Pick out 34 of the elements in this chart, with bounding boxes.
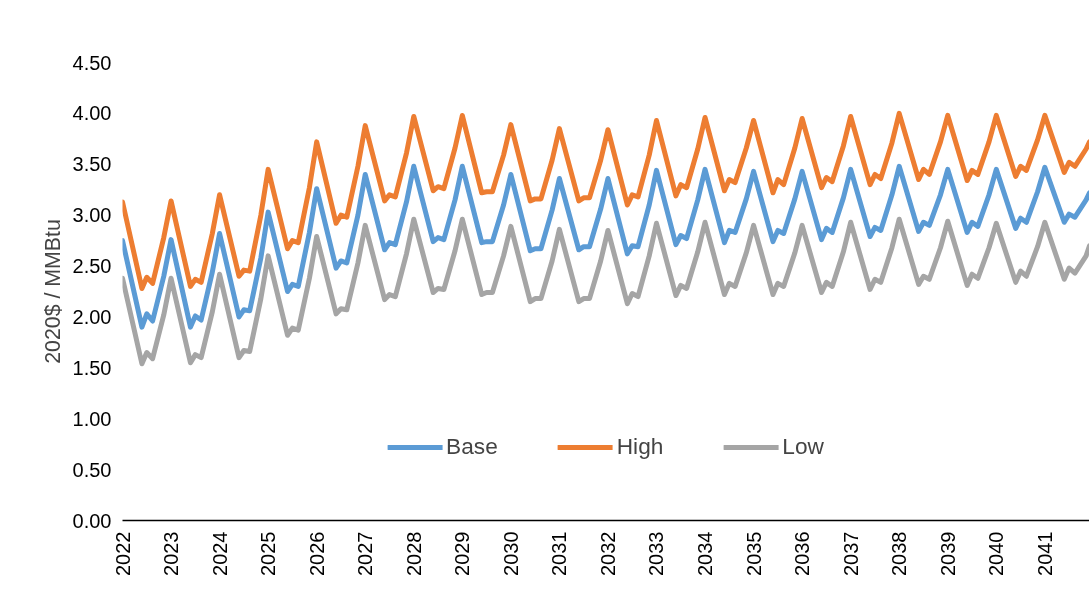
y-tick-label: 4.50 [72, 51, 112, 74]
y-tick-label: 3.50 [72, 153, 112, 176]
x-tick-label: 2041 [1033, 531, 1056, 576]
x-tick-label: 2034 [694, 531, 717, 576]
y-tick-label: 2.50 [72, 255, 112, 278]
y-tick-label: 1.00 [72, 407, 112, 430]
y-axis-title: 2020$ / MMBtu [40, 219, 65, 364]
x-tick-label: 2036 [791, 531, 814, 576]
y-tick-label: 0.00 [72, 509, 112, 532]
x-tick-label: 2033 [645, 531, 668, 576]
x-tick-label: 2023 [160, 531, 183, 576]
x-tick-label: 2035 [742, 531, 765, 576]
x-tick-label: 2022 [111, 531, 134, 576]
x-tick-label: 2032 [596, 531, 619, 576]
y-tick-label: 3.00 [72, 204, 112, 227]
x-tick-label: 2028 [402, 531, 425, 576]
legend-label: Low [782, 433, 824, 460]
x-tick-label: 2026 [305, 531, 328, 576]
y-tick-label: 4.00 [72, 102, 112, 125]
legend-label: Base [446, 433, 498, 460]
y-tick-label: 2.00 [72, 305, 112, 328]
x-tick-label: 2031 [548, 531, 571, 576]
x-tick-label: 2029 [451, 531, 474, 576]
legend-label: High [616, 433, 664, 460]
y-tick-label: 1.50 [72, 356, 112, 379]
x-tick-label: 2038 [888, 531, 911, 576]
y-tick-label: 0.50 [72, 458, 112, 481]
x-tick-label: 2025 [257, 531, 280, 576]
x-tick-label: 2037 [839, 531, 862, 576]
x-tick-label: 2027 [354, 531, 377, 576]
x-tick-label: 2024 [208, 531, 231, 576]
x-tick-label: 2039 [936, 531, 959, 576]
x-tick-label: 2040 [985, 531, 1008, 576]
x-tick-label: 2030 [499, 531, 522, 576]
